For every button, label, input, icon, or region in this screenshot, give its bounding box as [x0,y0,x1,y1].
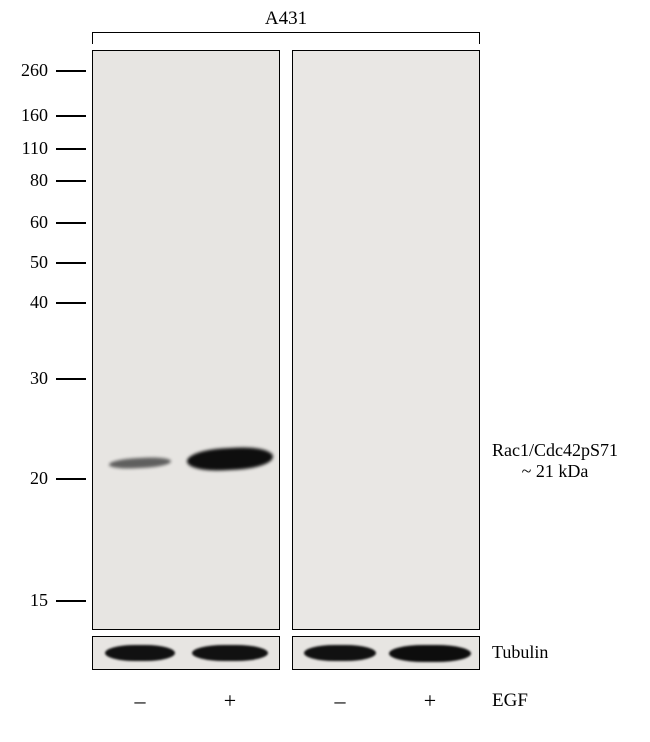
mw-marker-label: 110 [8,138,48,159]
cell-line-bracket [92,32,480,44]
mw-marker-label: 160 [8,105,48,126]
target-protein-label: Rac1/Cdc42pS71 ~ 21 kDa [492,440,618,482]
loading-band [304,645,376,661]
target-line1: Rac1/Cdc42pS71 [492,440,618,461]
treatment-symbol: + [415,688,445,714]
mw-marker-tick [56,378,86,380]
mw-marker-label: 30 [8,368,48,389]
blot-panel-2 [292,50,480,630]
mw-marker-label: 50 [8,252,48,273]
mw-marker-tick [56,302,86,304]
loading-control-label: Tubulin [492,642,548,663]
treatment-name: EGF [492,690,528,712]
mw-marker-label: 260 [8,60,48,81]
loading-band [192,645,268,661]
mw-marker-label: 40 [8,292,48,313]
loading-band [389,645,471,662]
mw-marker-label: 60 [8,212,48,233]
loading-band [105,645,175,661]
mw-marker-tick [56,478,86,480]
mw-marker-tick [56,70,86,72]
blot-panel-1 [92,50,280,630]
mw-marker-tick [56,222,86,224]
cell-line-label: A431 [92,8,480,30]
treatment-symbol: + [215,688,245,714]
treatment-symbol: – [125,688,155,714]
mw-marker-tick [56,600,86,602]
treatment-symbol: – [325,688,355,714]
mw-marker-tick [56,180,86,182]
mw-marker-label: 20 [8,468,48,489]
mw-marker-label: 15 [8,590,48,611]
mw-marker-tick [56,148,86,150]
mw-marker-tick [56,115,86,117]
target-line2: ~ 21 kDa [492,461,618,482]
mw-marker-tick [56,262,86,264]
mw-marker-label: 80 [8,170,48,191]
